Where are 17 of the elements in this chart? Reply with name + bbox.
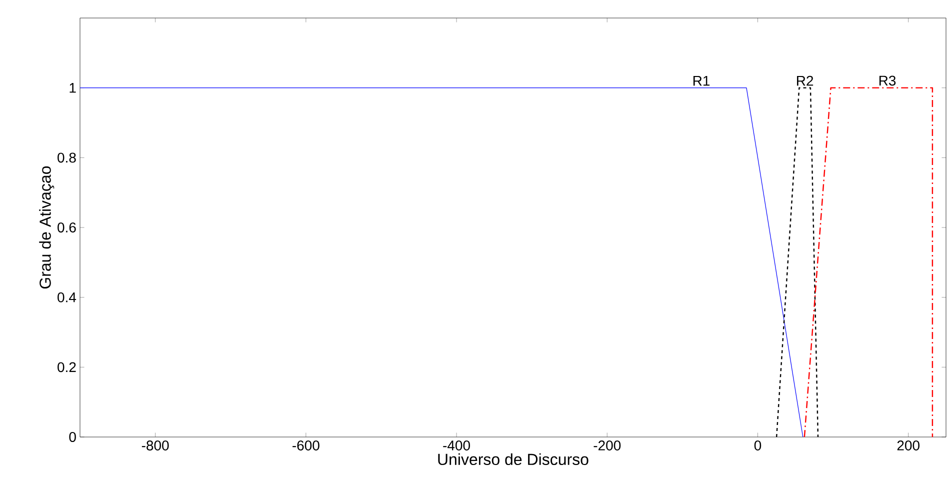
y-tick-label: 1 [70, 83, 76, 93]
x-tick-label: -800 [142, 440, 169, 450]
x-tick-label: -200 [594, 440, 621, 450]
series-label: R1 [693, 76, 710, 86]
series-label: R2 [797, 76, 814, 86]
y-tick-label: 0.2 [58, 362, 76, 372]
y-tick-label: 0.4 [58, 292, 76, 302]
x-tick-label: 0 [754, 440, 762, 450]
x-axis-title: Universo de Discurso [438, 453, 588, 466]
x-tick-label: 200 [897, 440, 920, 450]
x-tick-label: -400 [443, 440, 470, 450]
y-axis-title: Grau de Ativaçao [39, 166, 54, 289]
x-tick-label: -600 [292, 440, 320, 450]
series-label: R3 [879, 76, 896, 86]
y-tick-label: 0.6 [58, 222, 76, 232]
y-tick-label: 0 [69, 432, 76, 442]
y-tick-label: 0.8 [58, 152, 76, 163]
